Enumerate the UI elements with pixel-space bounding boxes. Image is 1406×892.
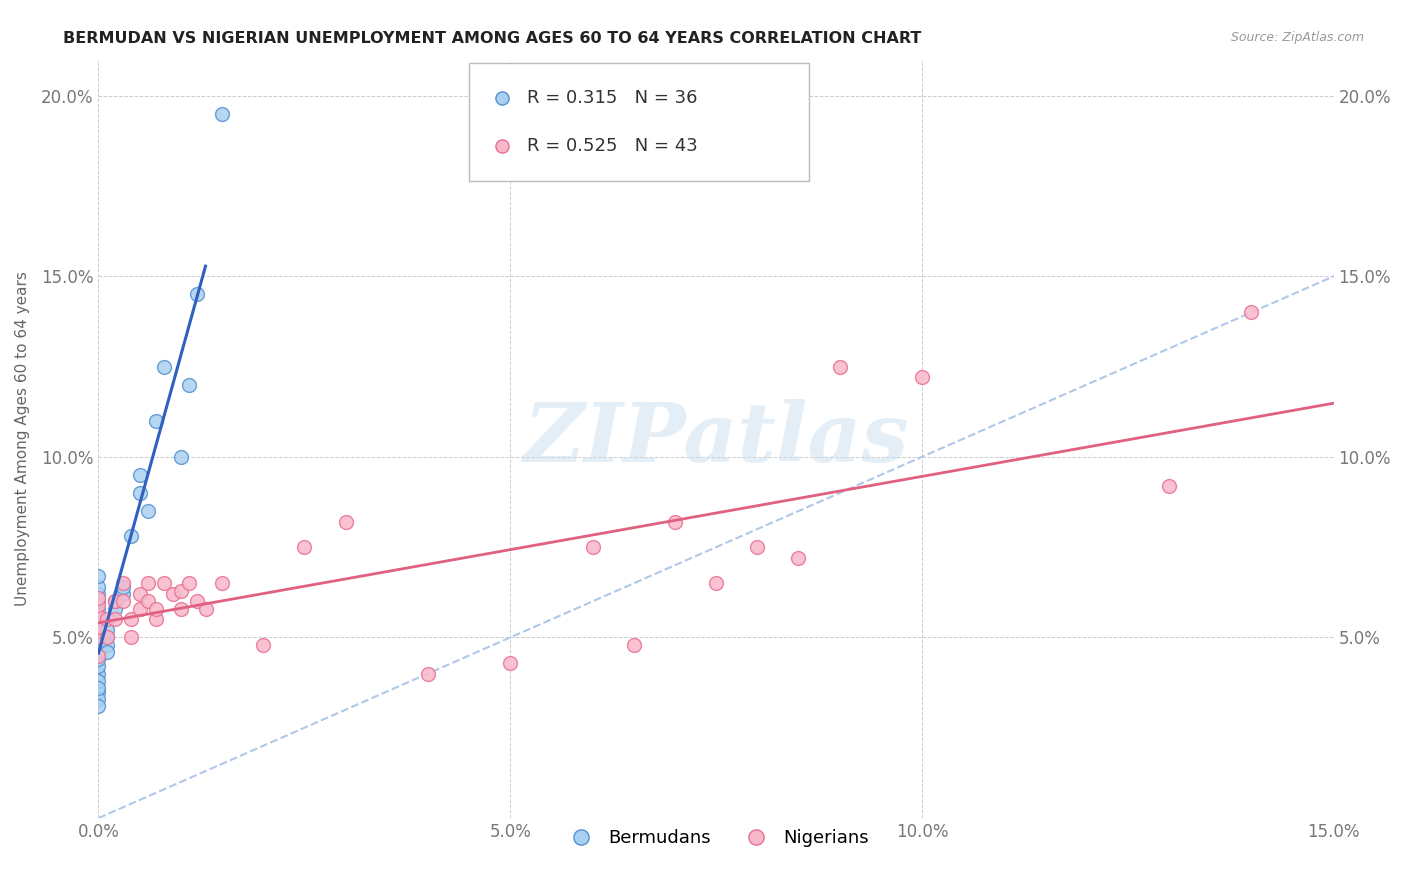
Point xyxy=(170,450,193,464)
Point xyxy=(1157,479,1180,493)
Point xyxy=(87,608,110,623)
Point xyxy=(499,656,522,670)
Point xyxy=(87,684,110,698)
Point xyxy=(177,377,200,392)
Point xyxy=(911,370,934,384)
Point xyxy=(153,359,176,374)
Legend: Bermudans, Nigerians: Bermudans, Nigerians xyxy=(555,822,876,855)
Point xyxy=(170,583,193,598)
Text: R = 0.315   N = 36: R = 0.315 N = 36 xyxy=(527,89,697,107)
Point xyxy=(170,601,193,615)
Point xyxy=(128,587,150,601)
Point xyxy=(136,576,159,591)
Point xyxy=(87,652,110,666)
Point xyxy=(186,287,208,301)
Point xyxy=(87,624,110,638)
Point xyxy=(292,540,315,554)
Point xyxy=(623,638,645,652)
Point xyxy=(96,631,118,645)
Point xyxy=(128,467,150,482)
Point xyxy=(828,359,851,374)
Point xyxy=(87,601,110,615)
Point xyxy=(112,576,135,591)
Point xyxy=(787,551,810,566)
Point xyxy=(128,486,150,500)
Point xyxy=(87,666,110,681)
Point xyxy=(747,540,769,554)
Point xyxy=(145,414,167,428)
Point xyxy=(104,612,127,626)
Text: BERMUDAN VS NIGERIAN UNEMPLOYMENT AMONG AGES 60 TO 64 YEARS CORRELATION CHART: BERMUDAN VS NIGERIAN UNEMPLOYMENT AMONG … xyxy=(63,31,922,46)
FancyBboxPatch shape xyxy=(470,63,808,181)
Point xyxy=(87,612,110,626)
Point xyxy=(87,587,110,601)
Point xyxy=(87,681,110,695)
Point xyxy=(704,576,727,591)
Point xyxy=(87,631,110,645)
Point xyxy=(153,576,176,591)
Point xyxy=(162,587,184,601)
Point xyxy=(145,612,167,626)
Point xyxy=(104,594,127,608)
Point xyxy=(96,624,118,638)
Point xyxy=(87,673,110,688)
Point xyxy=(120,631,142,645)
Point xyxy=(211,576,233,591)
Point xyxy=(96,612,118,626)
Point xyxy=(87,598,110,612)
Point xyxy=(87,691,110,706)
Point xyxy=(96,631,118,645)
Y-axis label: Unemployment Among Ages 60 to 64 years: Unemployment Among Ages 60 to 64 years xyxy=(15,271,30,607)
Point xyxy=(87,699,110,714)
Point xyxy=(87,569,110,583)
Point xyxy=(194,601,217,615)
Point xyxy=(120,529,142,543)
Point xyxy=(104,594,127,608)
Text: R = 0.525   N = 43: R = 0.525 N = 43 xyxy=(527,137,697,155)
Point xyxy=(87,638,110,652)
Point xyxy=(186,594,208,608)
Point xyxy=(136,594,159,608)
Point xyxy=(120,612,142,626)
Point xyxy=(87,591,110,605)
Point xyxy=(104,601,127,615)
Point xyxy=(87,659,110,673)
Point xyxy=(581,540,603,554)
Text: ZIPatlas: ZIPatlas xyxy=(523,399,908,479)
Point xyxy=(87,648,110,663)
Point xyxy=(335,515,357,529)
Point xyxy=(1240,305,1263,319)
Point xyxy=(145,601,167,615)
Point xyxy=(177,576,200,591)
Point xyxy=(87,645,110,659)
Point xyxy=(96,645,118,659)
Point xyxy=(112,587,135,601)
Point xyxy=(96,638,118,652)
Point xyxy=(252,638,274,652)
Point xyxy=(211,107,233,121)
Point xyxy=(87,620,110,634)
Point xyxy=(136,504,159,518)
Point xyxy=(87,580,110,594)
Point xyxy=(128,601,150,615)
Point xyxy=(416,666,439,681)
Text: Source: ZipAtlas.com: Source: ZipAtlas.com xyxy=(1230,31,1364,45)
Point xyxy=(87,594,110,608)
Point xyxy=(87,631,110,645)
Point xyxy=(112,580,135,594)
Point xyxy=(112,594,135,608)
Point xyxy=(664,515,686,529)
